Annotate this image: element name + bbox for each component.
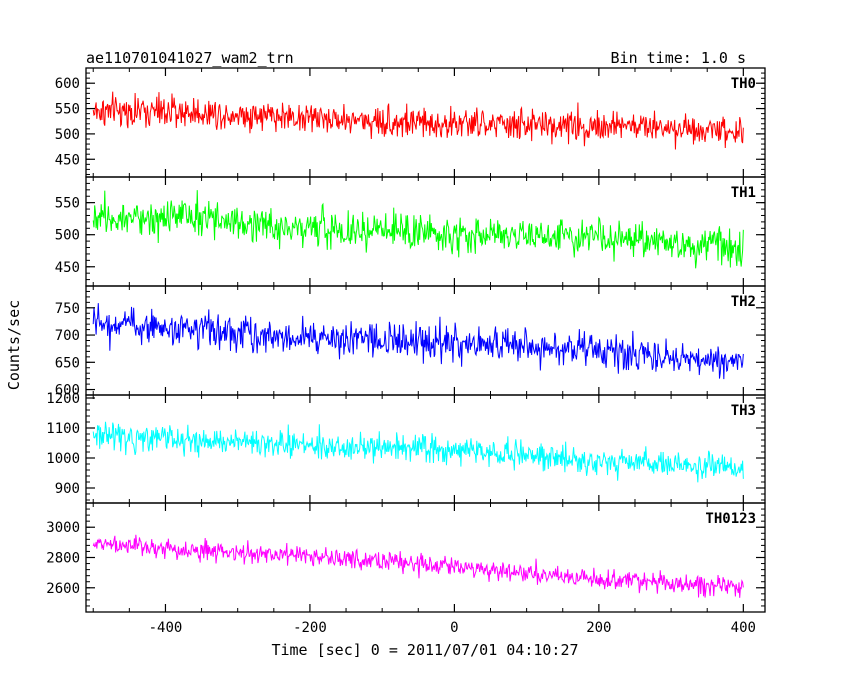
x-tick-label: 400 — [731, 620, 756, 636]
y-tick-label: 550 — [55, 196, 80, 212]
x-axis-label: Time [sec] 0 = 2011/07/01 04:10:27 — [271, 641, 578, 659]
series-line-th2 — [92, 303, 744, 380]
x-tick-label: -200 — [293, 620, 327, 636]
y-tick-label: 2600 — [46, 581, 80, 597]
panel-name-label: TH3 — [731, 403, 756, 419]
y-tick-label: 500 — [55, 228, 80, 244]
y-tick-label: 750 — [55, 301, 80, 317]
panel-name-label: TH1 — [731, 185, 756, 201]
y-tick-label: 1100 — [46, 421, 80, 437]
panel-name-label: TH0123 — [705, 511, 756, 527]
y-tick-label: 450 — [55, 260, 80, 276]
series-line-th0123 — [92, 534, 744, 598]
series-line-th3 — [92, 421, 744, 483]
x-tick-label: 0 — [450, 620, 458, 636]
y-tick-label: 500 — [55, 127, 80, 143]
y-tick-label: 450 — [55, 152, 80, 168]
y-axis-label: Counts/sec — [5, 300, 23, 390]
panel-name-label: TH2 — [731, 294, 756, 310]
panel-th0: 450 500 550 600 TH0 — [55, 67, 766, 178]
y-tick-label: 900 — [55, 481, 80, 497]
panel-th2: 600 650 700 750 TH2 — [55, 285, 766, 399]
y-tick-label: 650 — [55, 355, 80, 371]
y-tick-label: 600 — [55, 383, 80, 399]
y-tick-label: 700 — [55, 328, 80, 344]
y-tick-label: 2800 — [46, 551, 80, 567]
bin-time-label: Bin time: 1.0 s — [611, 49, 746, 67]
panel-th0123: 2600 2800 3000 TH0123 — [46, 502, 766, 613]
series-line-th1 — [92, 190, 744, 269]
panels-group: 450 500 550 600 TH0 450 500 550 TH1 600 650 700 750 T… — [46, 67, 766, 636]
series-line-th0 — [92, 91, 744, 150]
y-tick-label: 1200 — [46, 391, 80, 407]
panel-th1: 450 500 550 TH1 — [55, 176, 766, 287]
x-tick-label: -400 — [149, 620, 183, 636]
panel-th3: 900 1000 1100 1200 TH3 — [46, 391, 766, 504]
y-tick-label: 600 — [55, 76, 80, 92]
panel-name-label: TH0 — [731, 76, 756, 92]
x-tick-label: 200 — [586, 620, 611, 636]
chart-title: ae110701041027_wam2_trn — [86, 49, 294, 67]
y-tick-label: 550 — [55, 102, 80, 118]
y-tick-label: 1000 — [46, 451, 80, 467]
y-tick-label: 3000 — [46, 520, 80, 536]
panel-frame — [85, 502, 766, 613]
